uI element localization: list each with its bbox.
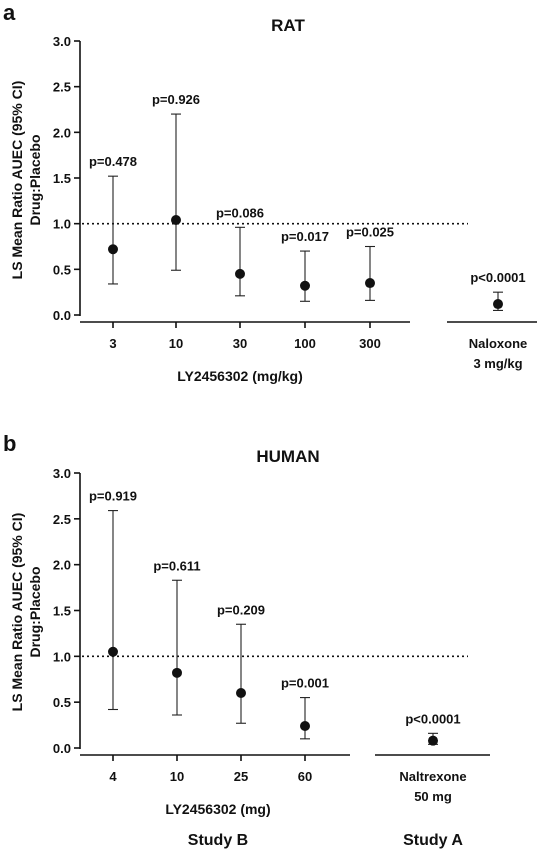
panel-a-p-value-label: p=0.017 [281, 229, 329, 244]
panel-a-xlabel: LY2456302 (mg/kg) [177, 368, 303, 384]
panel-b-x-tick-label: 4 [109, 769, 117, 784]
panel-b-data-point [172, 667, 182, 678]
panel-a-data-point [300, 280, 310, 291]
panel-a-ylabel-line2: Drug:Placebo [27, 134, 43, 225]
panel-b-y-tick-label: 0.5 [53, 695, 71, 710]
panel-a-y-tick-label: 1.0 [53, 217, 71, 232]
panel-b-y-tick-label: 1.5 [53, 604, 71, 619]
panel-b-xlabel: LY2456302 (mg) [165, 801, 270, 817]
panel-b-p-value-label: p=0.611 [153, 558, 200, 573]
panel-b-y-tick-label: 2.5 [53, 512, 71, 527]
panel-b-y-tick-label: 2.0 [53, 558, 71, 573]
panel-a-y-tick-label: 2.5 [53, 80, 71, 95]
panel-b-p-value-label: p=0.001 [281, 676, 329, 691]
panel-a-y-tick-label: 3.0 [53, 34, 71, 49]
panel-a-x-tick-label: 300 [359, 336, 381, 351]
panel-a-plot: 0.0 0.5 1.0 1.5 2.0 2.5 3.0 p=0.478 3 p=0.926 10 p=… [53, 34, 537, 371]
panel-a-x-tick-label: Naloxone [469, 336, 528, 351]
panel-a-x-tick-label: 100 [294, 336, 316, 351]
panel-b-y-tick-label: 3.0 [53, 466, 71, 481]
panel-b-x-tick-label: Naltrexone [399, 769, 466, 784]
panel-a-p-value-label: p=0.926 [152, 92, 200, 107]
panel-a-x-tick-label: 30 [233, 336, 247, 351]
panel-b-data-point [108, 646, 118, 657]
panel-b-ylabel-line1: LS Mean Ratio AUEC (95% CI) [9, 513, 25, 712]
panel-b-ylabel-line2: Drug:Placebo [27, 566, 43, 657]
panel-b-y-tick-label: 0.0 [53, 741, 71, 756]
panel-a-data-point [493, 299, 503, 310]
panel-a-y-tick-label: 1.5 [53, 171, 71, 186]
panel-a-data-point [235, 268, 245, 279]
panel-a-data-point [108, 244, 118, 255]
panel-b-study-b-label: Study B [188, 832, 248, 849]
panel-b-data-point [236, 688, 246, 698]
panel-b-p-value-label: p=0.919 [89, 489, 137, 504]
panel-a-title: RAT [271, 16, 305, 35]
panel-a-y-tick-label: 0.5 [53, 262, 71, 277]
panel-b-plot: 0.0 0.5 1.0 1.5 2.0 2.5 3.0 p=0.919 4 p=0.611 10 p=… [53, 466, 490, 804]
panel-b-p-value-label: p<0.0001 [405, 711, 460, 726]
panel-a-data-point [171, 215, 181, 226]
panel-b-data-point [300, 721, 310, 731]
panel-a-p-value-label: p=0.025 [346, 225, 394, 240]
panel-b-study-a-label: Study A [403, 832, 463, 849]
panel-a-p-value-label: p=0.086 [216, 205, 264, 220]
panel-b-x-tick-label: 25 [234, 769, 248, 784]
panel-a-data-point [365, 278, 375, 289]
panel-a-x-tick-label: 3 [109, 336, 116, 351]
panel-a-y-tick-label: 2.0 [53, 125, 71, 140]
panel-b-x-tick-label-line2: 50 mg [414, 789, 452, 804]
panel-a-letter: a [3, 0, 16, 25]
panel-b-x-tick-label: 60 [298, 769, 312, 784]
panel-a-x-tick-label: 10 [169, 336, 183, 351]
panel-b-title: HUMAN [256, 447, 319, 466]
panel-b-y-tick-label: 1.0 [53, 649, 71, 664]
panel-b-data-point [428, 735, 438, 746]
panel-a-p-value-label: p=0.478 [89, 154, 137, 169]
panel-a-p-value-label: p<0.0001 [470, 270, 525, 285]
panel-a-ylabel-line1: LS Mean Ratio AUEC (95% CI) [9, 81, 25, 280]
panel-b-p-value-label: p=0.209 [217, 602, 265, 617]
panel-b-x-tick-label: 10 [170, 769, 184, 784]
panel-b-letter: b [3, 431, 16, 456]
panel-a-x-tick-label-line2: 3 mg/kg [473, 356, 522, 371]
panel-a-y-tick-label: 0.0 [53, 308, 71, 323]
